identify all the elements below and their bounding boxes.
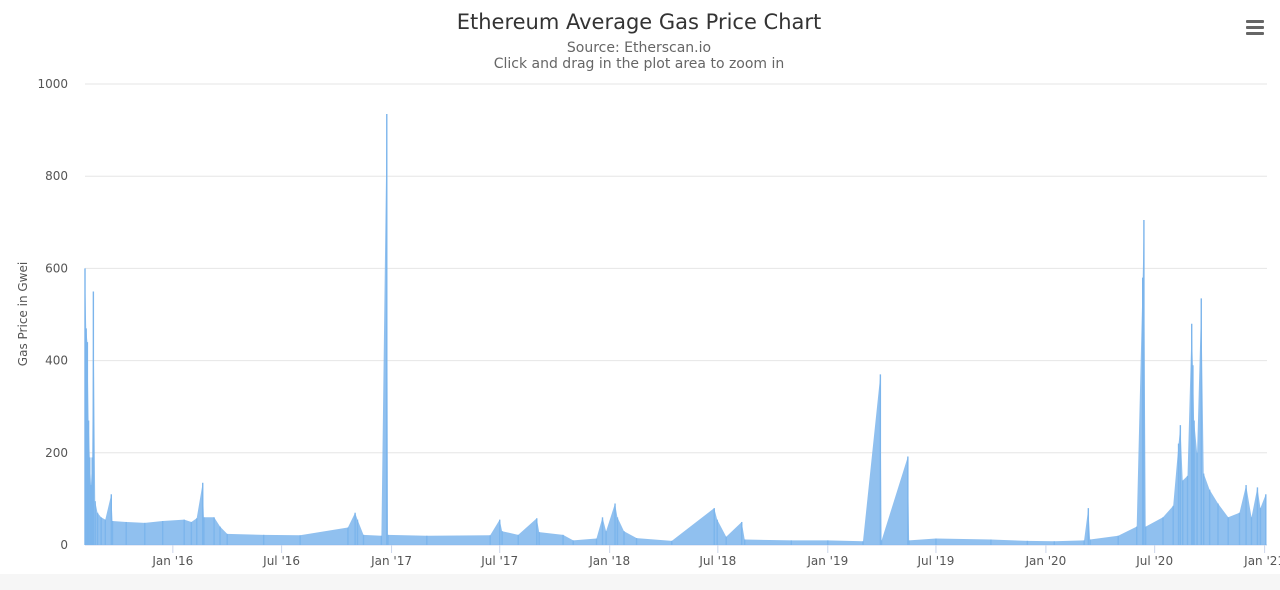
x-tick-label: Jan '18	[588, 554, 630, 568]
series-area	[85, 114, 1266, 545]
x-tick-label: Jan '20	[1024, 554, 1066, 568]
y-axis-ticks: 0 200 400 600 800 1000	[37, 77, 68, 552]
y-tick-label: 1000	[37, 77, 68, 91]
y-tick-label: 600	[45, 261, 68, 275]
x-tick-label: Jan '19	[806, 554, 848, 568]
chart-subtitle-zoom-hint: Click and drag in the plot area to zoom …	[493, 56, 785, 72]
y-tick-label: 0	[60, 538, 68, 552]
y-tick-label: 200	[45, 446, 68, 460]
x-tick-label: Jul '18	[698, 554, 736, 568]
grid-lines	[85, 83, 1267, 546]
series-layer	[84, 113, 1267, 545]
y-tick-label: 400	[45, 354, 68, 368]
chart-subtitle-source: Source: Etherscan.io	[566, 40, 712, 56]
x-tick-label: Jul '20	[1135, 554, 1173, 568]
x-axis-ticks: Jan '16 Jul '16 Jan '17 Jul '17 Jan '18 Jul '…	[151, 545, 1280, 568]
chart-title: Ethereum Average Gas Price Chart	[456, 10, 822, 34]
x-tick-label: Jul '16	[262, 554, 300, 568]
x-tick-label: Jul '17	[480, 554, 518, 568]
x-tick-label: Jan '21	[1243, 554, 1280, 568]
x-tick-label: Jul '19	[917, 554, 955, 568]
y-axis-title: Gas Price in Gwei	[16, 262, 30, 366]
hamburger-menu-icon[interactable]	[1240, 14, 1270, 42]
x-tick-label: Jan '16	[151, 554, 193, 568]
footer-band	[0, 574, 1280, 590]
y-tick-label: 800	[45, 169, 68, 183]
x-tick-label: Jan '17	[370, 554, 412, 568]
